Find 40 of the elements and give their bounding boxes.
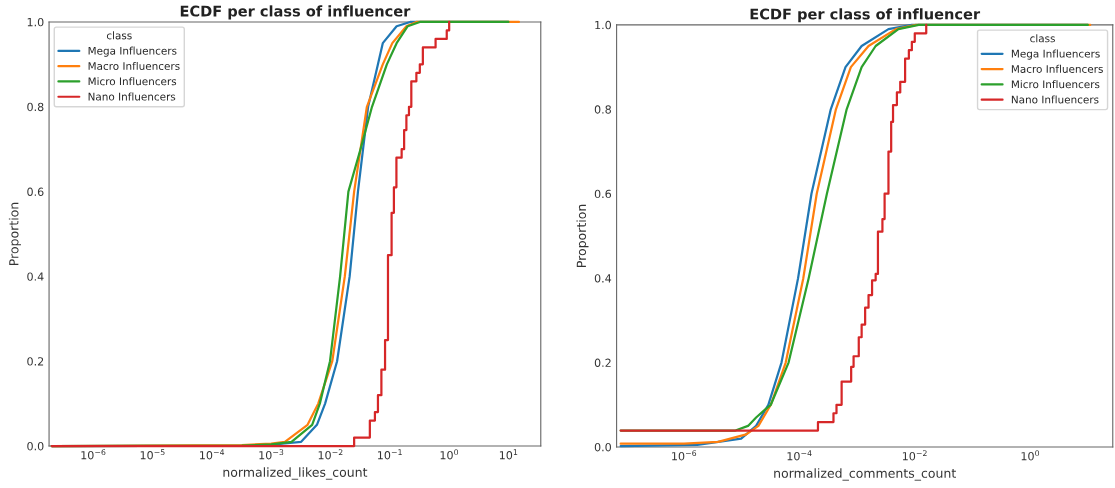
x-axis-title: normalized_likes_count — [223, 467, 368, 480]
legend-label: Mega Influencers — [88, 46, 177, 57]
x-tick-label: 10$^{0}$ — [440, 449, 459, 460]
legend-label: Micro Influencers — [1011, 80, 1100, 89]
y-tick-label: 1.0 — [595, 20, 611, 30]
x-tick-label: 10$^{−2}$ — [318, 449, 343, 460]
y-tick-label: 0.8 — [27, 102, 44, 112]
y-tick-label: 0.6 — [594, 189, 612, 199]
x-tick-label: 10$^{1}$ — [499, 449, 518, 460]
y-tick-label: 0.4 — [594, 274, 612, 283]
y-tick-label: 0.6 — [27, 187, 44, 196]
chart-title: ECDF per class of influencer — [750, 8, 981, 23]
legend-label: Nano Influencers — [1011, 95, 1099, 104]
x-tick-label: 10$^{−2}$ — [902, 450, 927, 461]
legend-label: Nano Influencers — [88, 92, 176, 101]
x-tick-label: 10$^{−1}$ — [378, 449, 402, 460]
chart-title: ECDF per class of influencer — [180, 5, 411, 20]
y-tick-label: 0.0 — [594, 442, 611, 452]
y-tick-label: 0.2 — [27, 357, 44, 366]
x-tick-label: 10$^{−4}$ — [787, 450, 812, 461]
y-axis-title: Proportion — [8, 202, 21, 266]
x-tick-label: 10$^{0}$ — [1021, 450, 1040, 461]
legend-title: class — [1030, 34, 1055, 43]
x-tick-label: 10$^{−4}$ — [200, 449, 225, 460]
y-tick-label: 0.8 — [594, 105, 611, 114]
legend-label: Mega Influencers — [1011, 49, 1100, 60]
legend-title: class — [106, 31, 132, 40]
x-axis-title: normalized_comments_count — [774, 468, 956, 481]
y-tick-label: 0.0 — [27, 442, 44, 451]
y-axis-title: Proportion — [576, 204, 589, 267]
x-tick-label: 10$^{−6}$ — [81, 449, 106, 460]
y-tick-label: 0.4 — [27, 272, 44, 281]
y-tick-label: 1.0 — [27, 17, 44, 27]
legend-label: Micro Influencers — [88, 77, 177, 86]
legend-label: Macro Influencers — [88, 61, 180, 70]
x-tick-label: 10$^{−3}$ — [259, 449, 284, 460]
y-tick-label: 0.2 — [594, 358, 611, 367]
x-tick-label: 10$^{−5}$ — [140, 449, 165, 460]
x-tick-label: 10$^{−6}$ — [672, 450, 697, 461]
legend-label: Macro Influencers — [1011, 64, 1103, 73]
